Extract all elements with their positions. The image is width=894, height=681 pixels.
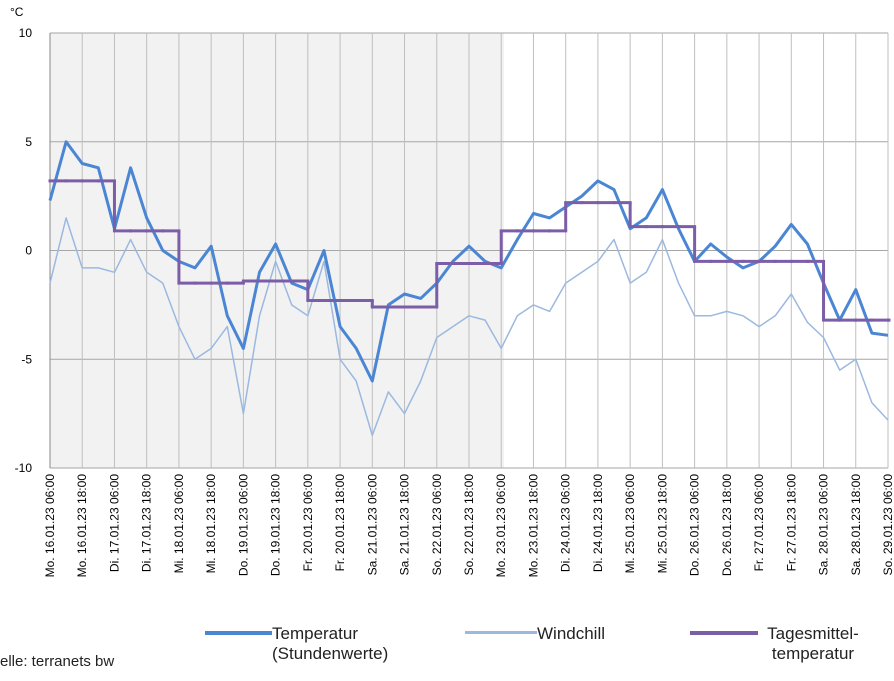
legend-label: Tagesmittel-temperatur bbox=[767, 624, 859, 663]
y-tick-label: -10 bbox=[15, 461, 33, 475]
x-tick-label: Mo. 16.01.23 06:00 bbox=[43, 474, 57, 578]
x-tick-label: Fr. 20.01.23 06:00 bbox=[301, 474, 315, 572]
x-tick-label: So. 22.01.23 18:00 bbox=[462, 474, 476, 576]
legend-swatch bbox=[205, 631, 272, 635]
y-tick-label: -5 bbox=[21, 352, 32, 366]
x-tick-label: So. 22.01.23 06:00 bbox=[430, 474, 444, 576]
x-tick-label: Fr. 20.01.23 18:00 bbox=[333, 474, 347, 572]
x-tick-label: Sa. 21.01.23 06:00 bbox=[365, 474, 379, 576]
x-tick-label: Di. 24.01.23 06:00 bbox=[559, 474, 573, 572]
legend-label: Temperatur (Stundenwerte) bbox=[272, 624, 389, 663]
x-tick-label: Mi. 25.01.23 06:00 bbox=[623, 474, 637, 574]
x-tick-label: Fr. 27.01.23 18:00 bbox=[784, 474, 798, 572]
x-tick-label: Do. 19.01.23 06:00 bbox=[236, 474, 250, 576]
y-axis-unit: °C bbox=[10, 5, 24, 19]
x-tick-label: Do. 19.01.23 18:00 bbox=[269, 474, 283, 576]
legend-label: Windchill bbox=[537, 624, 606, 643]
x-tick-label: Sa. 28.01.23 06:00 bbox=[817, 474, 831, 576]
x-tick-label: Di. 17.01.23 18:00 bbox=[140, 474, 154, 572]
x-tick-label: Fr. 27.01.23 06:00 bbox=[752, 474, 766, 572]
x-tick-label: Sa. 28.01.23 18:00 bbox=[849, 474, 863, 576]
x-tick-label: Do. 26.01.23 18:00 bbox=[720, 474, 734, 576]
x-tick-label: Di. 17.01.23 06:00 bbox=[107, 474, 121, 572]
x-tick-label: Di. 24.01.23 18:00 bbox=[591, 474, 605, 572]
x-tick-label: Do. 26.01.23 06:00 bbox=[688, 474, 702, 576]
x-tick-label: Mo. 16.01.23 18:00 bbox=[75, 474, 89, 578]
x-tick-label: Sa. 21.01.23 18:00 bbox=[398, 474, 412, 576]
y-tick-label: 0 bbox=[25, 244, 32, 258]
legend-swatch bbox=[690, 631, 758, 635]
x-tick-label: Mi. 18.01.23 06:00 bbox=[172, 474, 186, 574]
source: elle: terranets bw bbox=[0, 653, 115, 670]
x-tick-label: Mi. 18.01.23 18:00 bbox=[204, 474, 218, 574]
series-line bbox=[49, 217, 889, 437]
legend-swatch bbox=[465, 631, 537, 634]
x-tick-label: Mi. 25.01.23 18:00 bbox=[655, 474, 669, 574]
x-tick-label: So. 29.01.23 06:00 bbox=[881, 474, 894, 576]
y-tick-label: 5 bbox=[25, 135, 32, 149]
x-tick-label: Mo. 23.01.23 06:00 bbox=[494, 474, 508, 578]
y-tick-label: 10 bbox=[19, 26, 33, 40]
series-line bbox=[48, 140, 889, 383]
x-tick-label: Mo. 23.01.23 18:00 bbox=[526, 474, 540, 578]
